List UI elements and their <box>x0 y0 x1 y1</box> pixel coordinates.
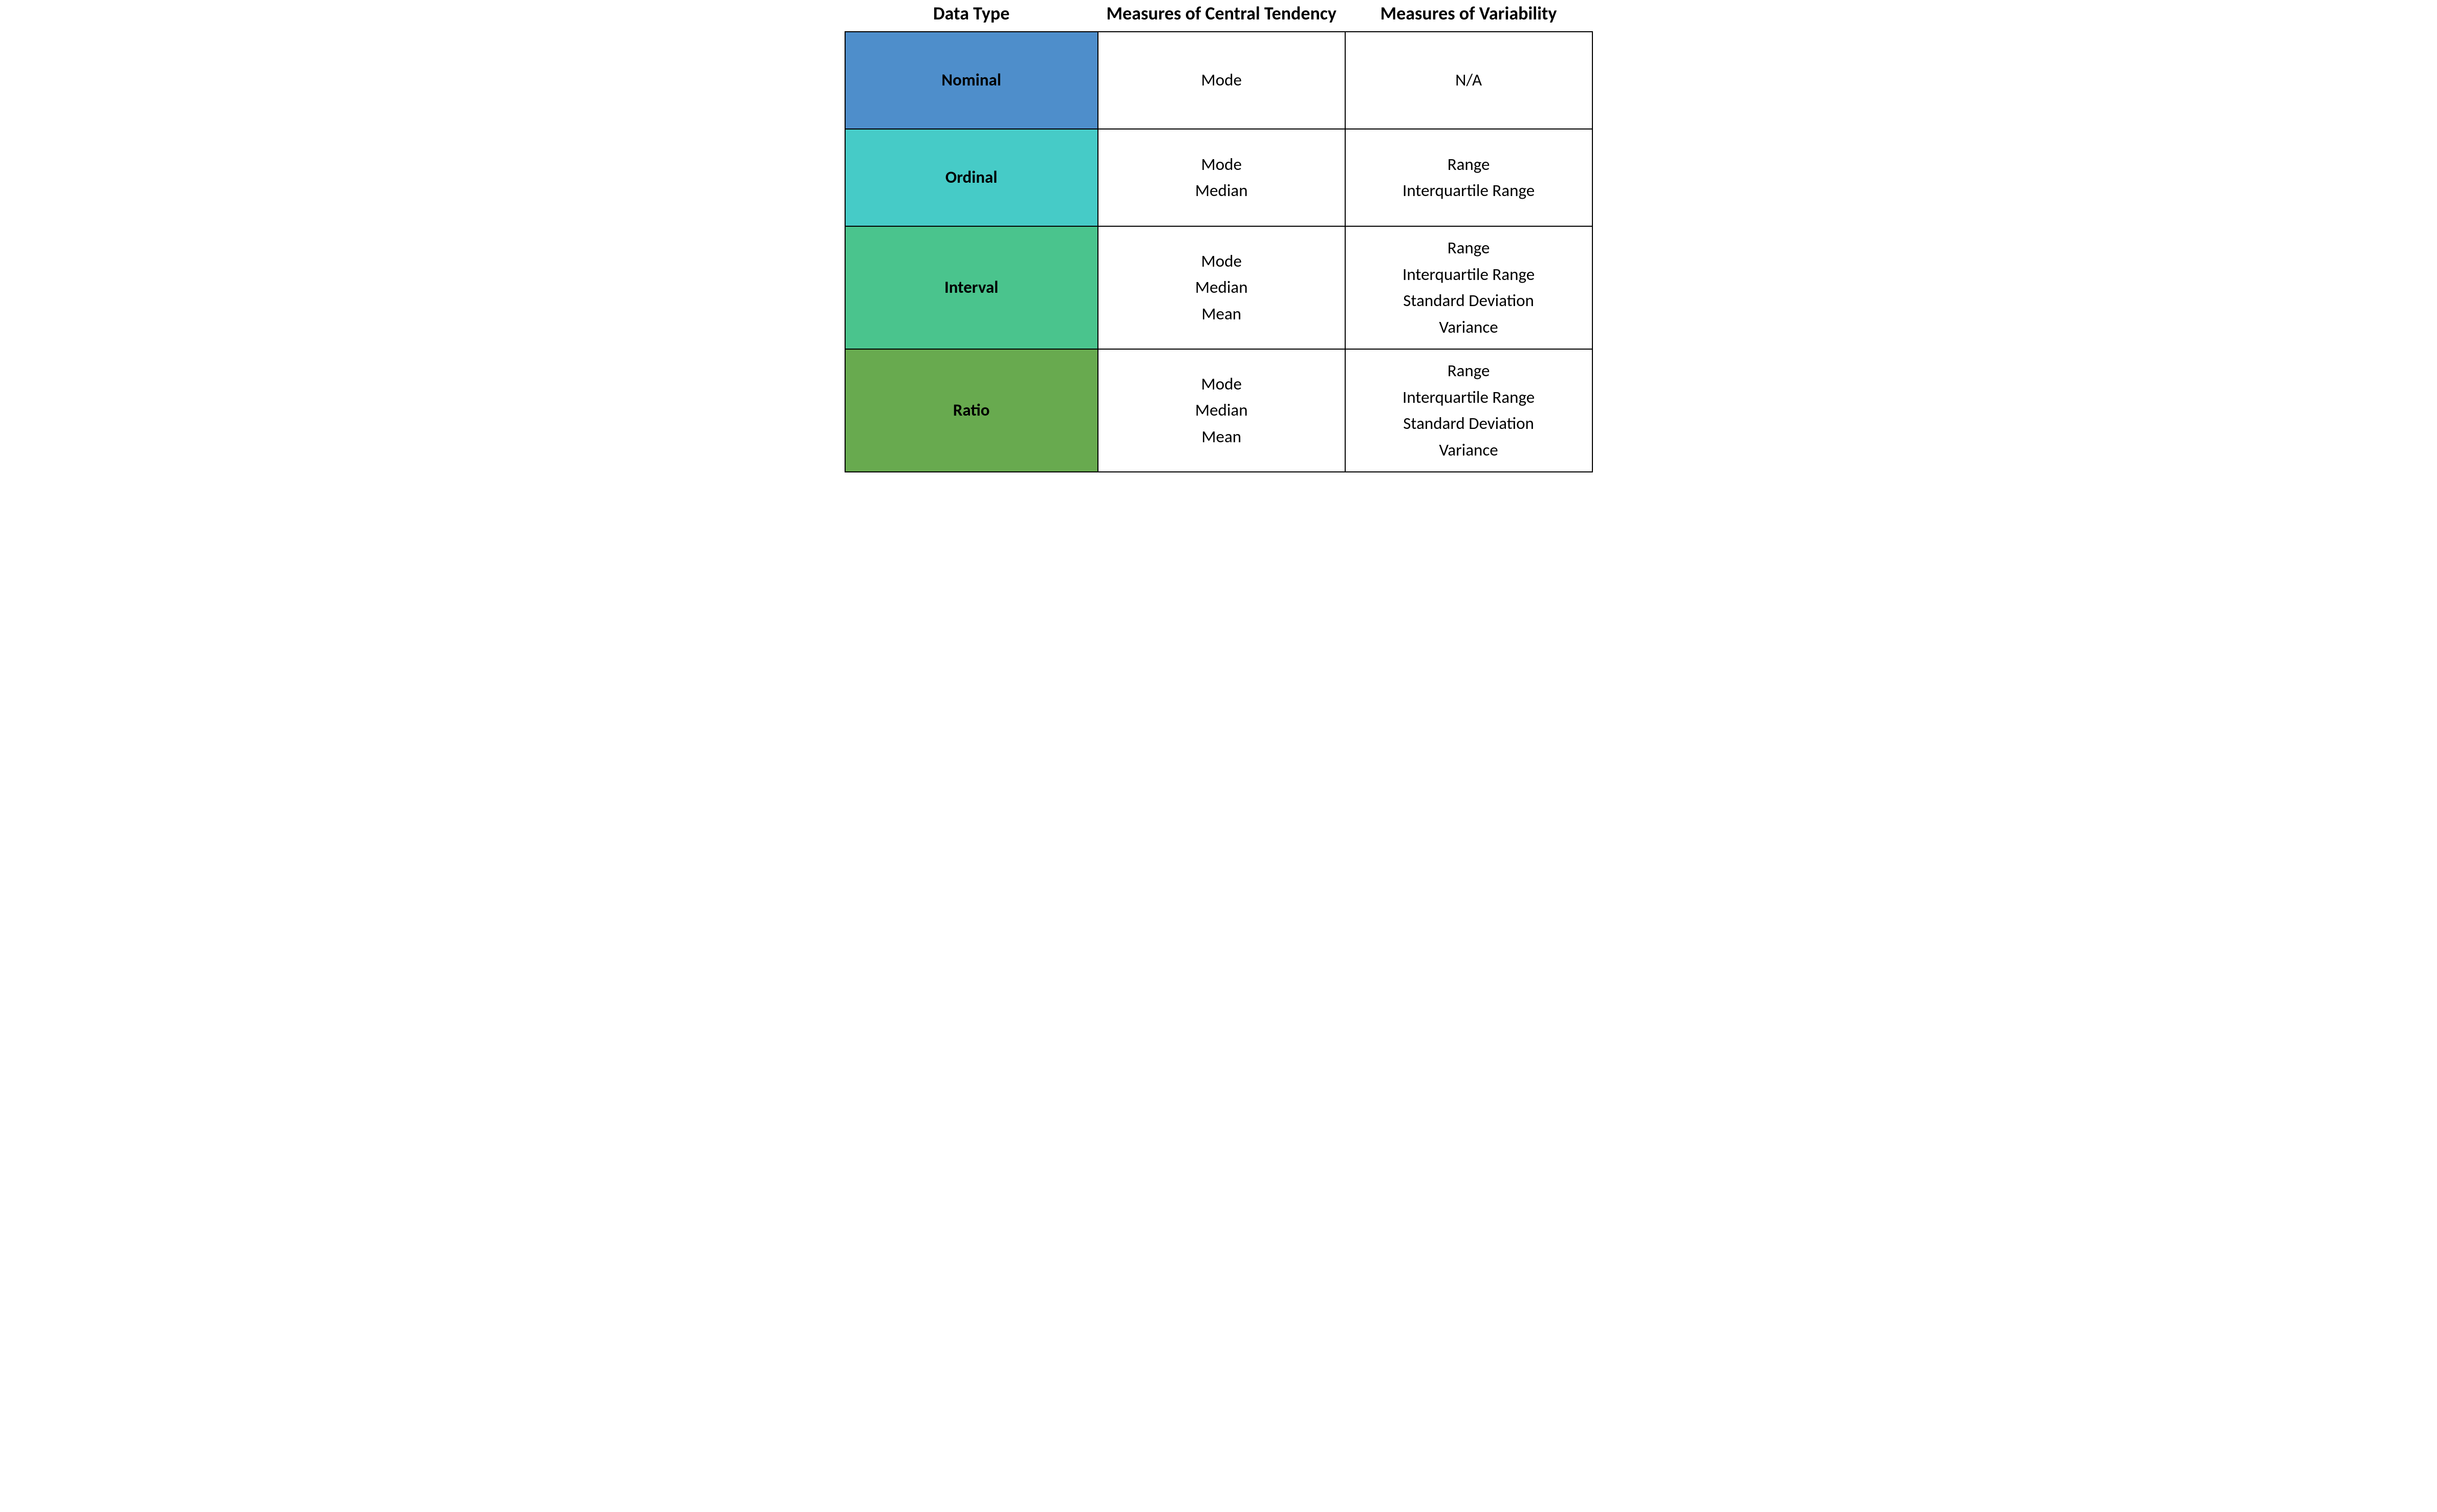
value: Standard Deviation <box>1403 289 1534 313</box>
cell-variability: Range Interquartile Range <box>1345 129 1592 226</box>
cell-central: Mode Median Mean <box>1098 226 1345 349</box>
value: Interquartile Range <box>1403 385 1535 410</box>
value: Interquartile Range <box>1403 263 1535 287</box>
lines: N/A <box>1351 68 1587 93</box>
value: Range <box>1448 153 1490 177</box>
lines: Mode Median Mean <box>1104 372 1340 450</box>
value: Mean <box>1201 302 1241 327</box>
row-label-ordinal: Ordinal <box>845 129 1098 226</box>
table-header-row: Data Type Measures of Central Tendency M… <box>845 0 1592 32</box>
cell-variability: N/A <box>1345 32 1592 129</box>
value: Mean <box>1201 425 1241 449</box>
value: Interquartile Range <box>1403 179 1535 203</box>
value: Variance <box>1439 315 1498 340</box>
value: Mode <box>1201 372 1242 397</box>
table-row: Ordinal Mode Median Range Interquartile … <box>845 129 1592 226</box>
lines: Range Interquartile Range <box>1351 153 1587 204</box>
lines: Range Interquartile Range Standard Devia… <box>1351 236 1587 340</box>
table-row: Interval Mode Median Mean Range Interqua… <box>845 226 1592 349</box>
header-central-tendency: Measures of Central Tendency <box>1098 0 1345 32</box>
value: Range <box>1448 359 1490 383</box>
header-variability: Measures of Variability <box>1345 0 1592 32</box>
value: Mode <box>1201 153 1242 177</box>
value: Median <box>1195 275 1248 300</box>
lines: Range Interquartile Range Standard Devia… <box>1351 359 1587 463</box>
value: Range <box>1448 236 1490 261</box>
statistics-table: Data Type Measures of Central Tendency M… <box>845 0 1593 472</box>
value: Variance <box>1439 438 1498 463</box>
cell-central: Mode <box>1098 32 1345 129</box>
lines: Mode <box>1104 68 1340 93</box>
lines: Mode Median <box>1104 153 1340 204</box>
table-row: Nominal Mode N/A <box>845 32 1592 129</box>
row-label-ratio: Ratio <box>845 349 1098 472</box>
value: Standard Deviation <box>1403 412 1534 436</box>
cell-variability: Range Interquartile Range Standard Devia… <box>1345 349 1592 472</box>
value: Median <box>1195 179 1248 203</box>
table-row: Ratio Mode Median Mean Range Interquarti… <box>845 349 1592 472</box>
cell-central: Mode Median <box>1098 129 1345 226</box>
lines: Mode Median Mean <box>1104 249 1340 327</box>
value: Median <box>1195 398 1248 423</box>
value: N/A <box>1455 68 1482 93</box>
value: Mode <box>1201 68 1242 93</box>
header-data-type: Data Type <box>845 0 1098 32</box>
cell-variability: Range Interquartile Range Standard Devia… <box>1345 226 1592 349</box>
row-label-nominal: Nominal <box>845 32 1098 129</box>
row-label-interval: Interval <box>845 226 1098 349</box>
value: Mode <box>1201 249 1242 274</box>
cell-central: Mode Median Mean <box>1098 349 1345 472</box>
